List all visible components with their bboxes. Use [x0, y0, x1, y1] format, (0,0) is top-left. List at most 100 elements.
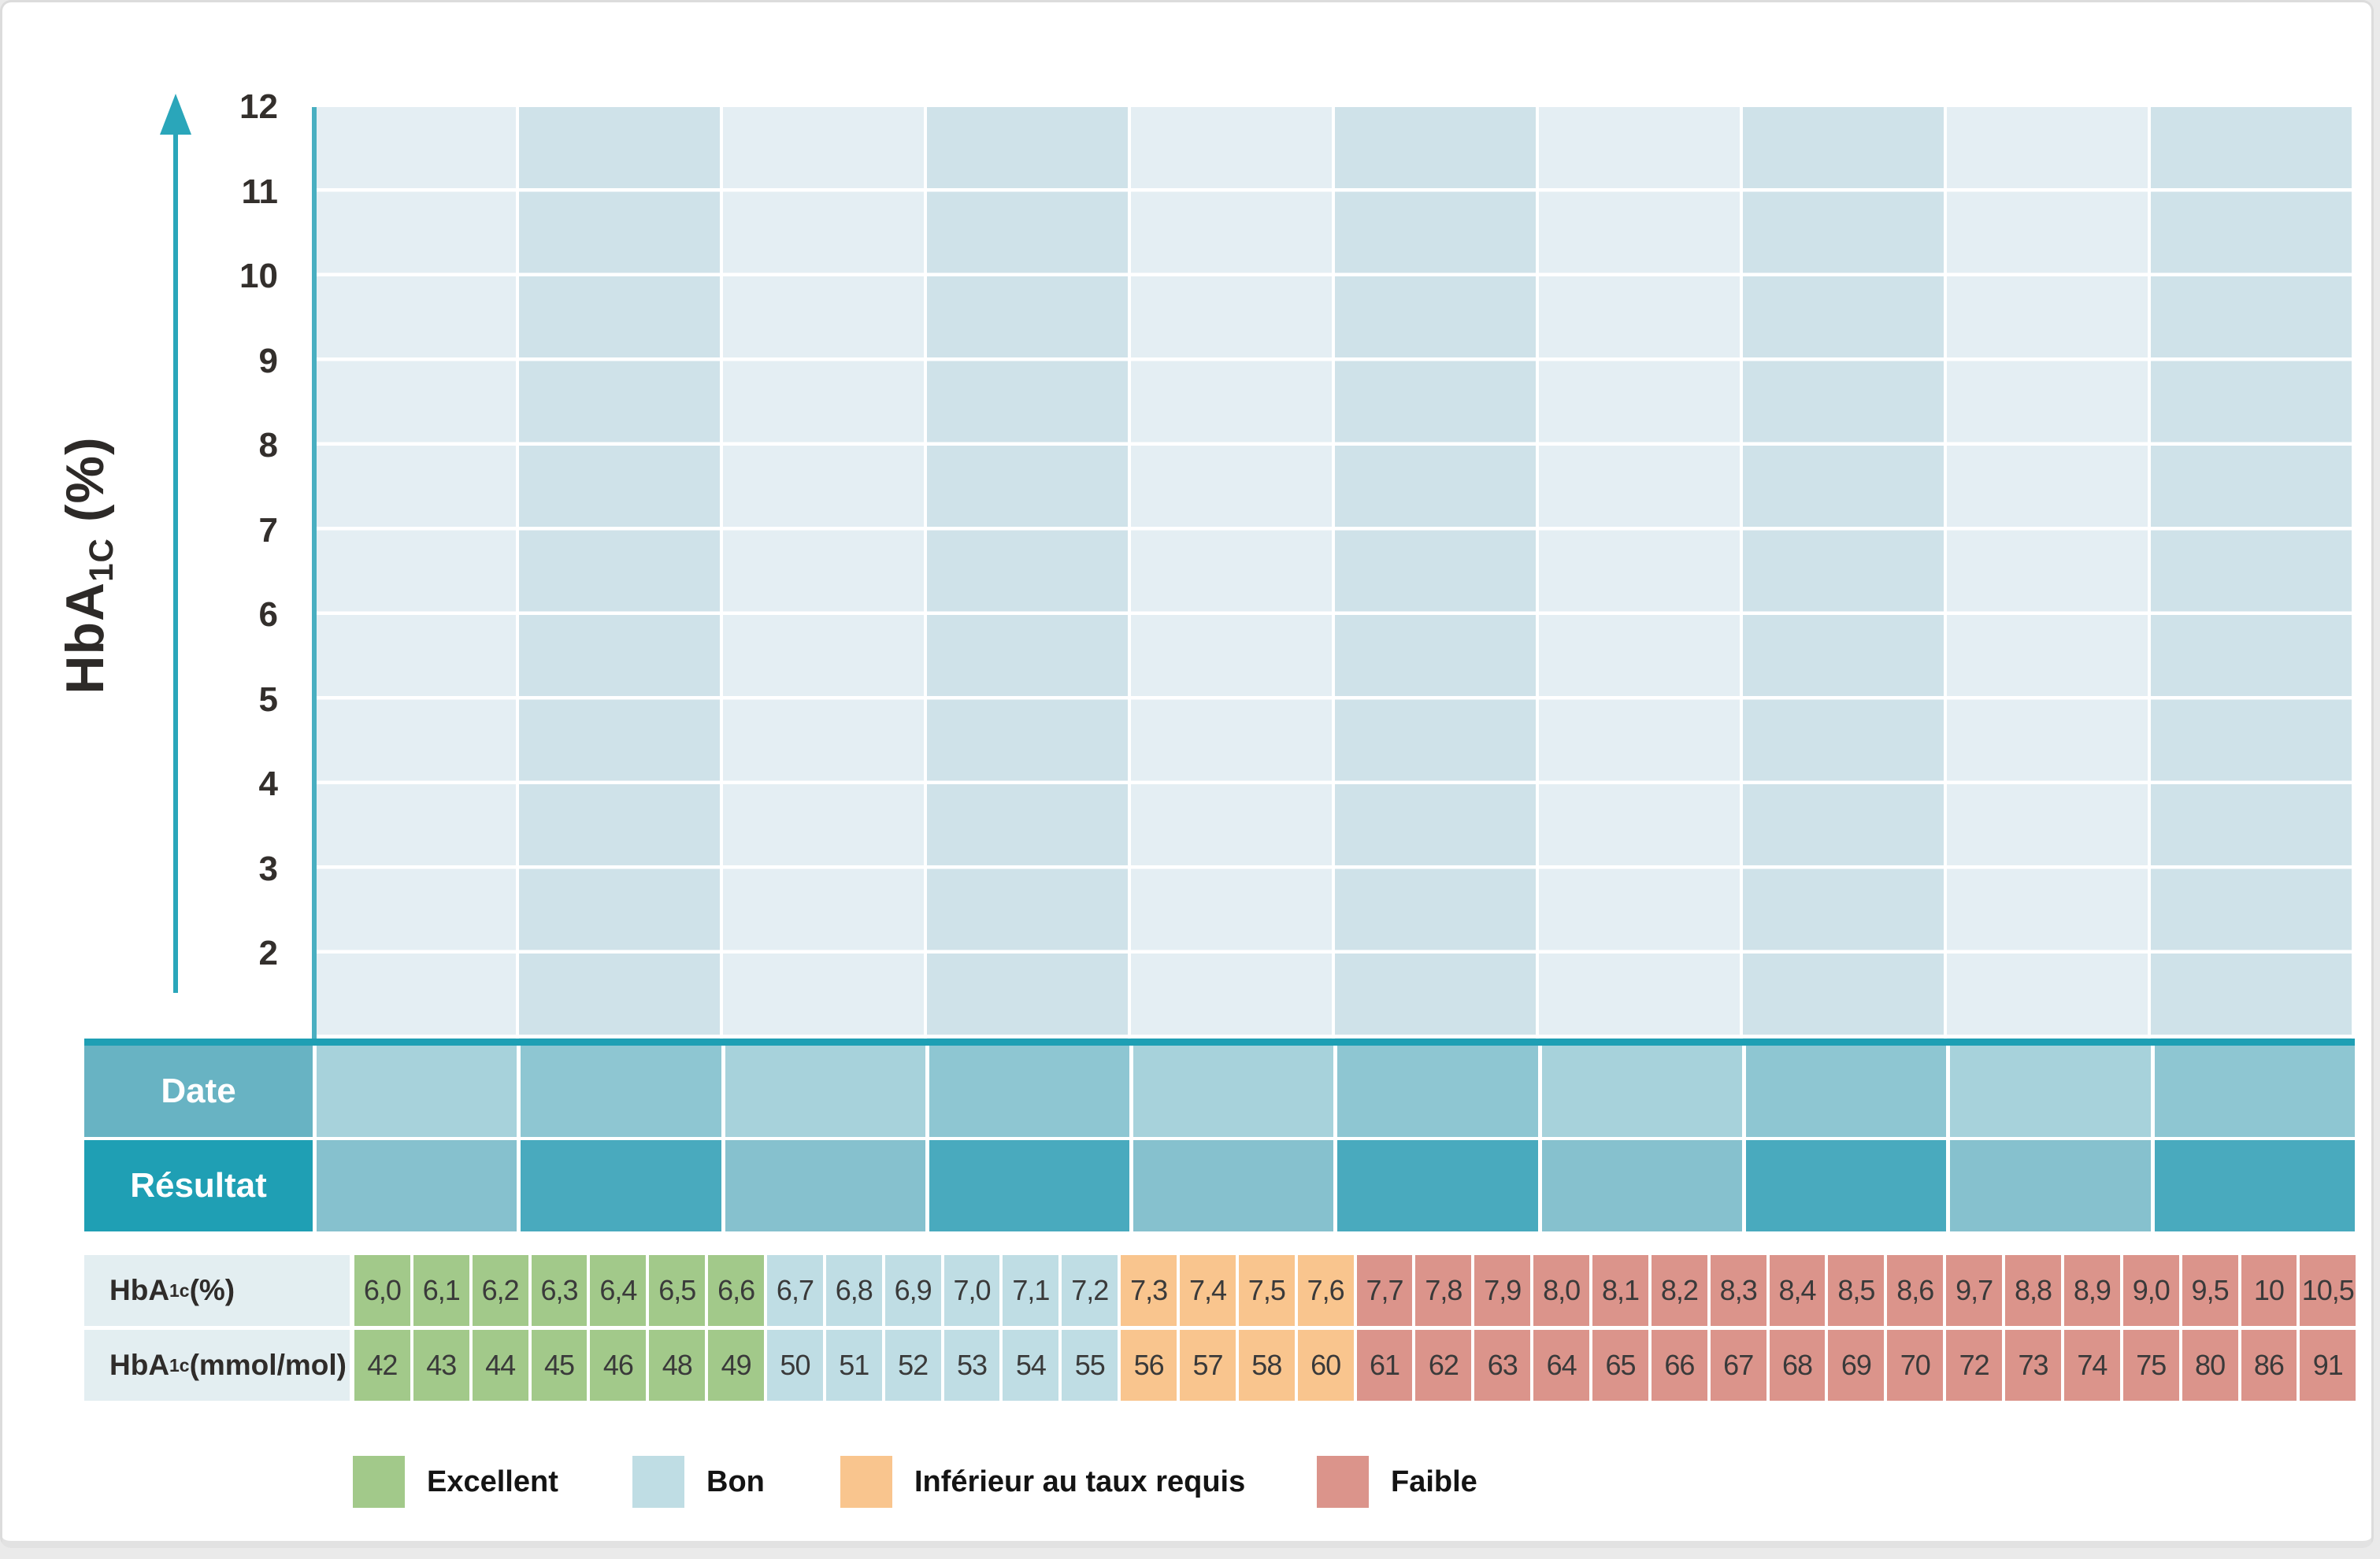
result-entry-cell[interactable]	[521, 1140, 721, 1231]
hba1c-percent-value-cell: 8,6	[1887, 1255, 1944, 1326]
resultat-row: Résultat	[84, 1140, 313, 1231]
date-entry-cell[interactable]	[317, 1046, 517, 1137]
hba1c-mmol-value-cell: 53	[943, 1330, 1000, 1401]
hba1c-mmol-value-cell: 62	[1415, 1330, 1472, 1401]
hba1c-mmol-label-unit: (mmol/mol)	[189, 1349, 347, 1381]
hba1c-percent-value-cell: 8,8	[2005, 1255, 2061, 1326]
date-row-header: Date	[84, 1046, 313, 1137]
date-entry-cell[interactable]	[725, 1046, 925, 1137]
hba1c-mmol-value-cell: 49	[708, 1330, 765, 1401]
legend-item-faible: Faible	[1317, 1456, 1477, 1508]
hba1c-percent-row: HbA 1c (%) 6,0 6,1 6,2 6,3 6,4 6,5 6,6 6,7 6,8 6,9…	[2, 1255, 2380, 1326]
hba1c-mmol-label-main: HbA	[109, 1349, 170, 1381]
hba1c-percent-value-cell: 8,4	[1769, 1255, 1826, 1326]
y-tick-label: 3	[258, 849, 278, 888]
date-entry-cell[interactable]	[1337, 1046, 1538, 1137]
plot-left-border	[312, 107, 317, 1039]
date-entry-cell[interactable]	[1133, 1046, 1334, 1137]
hba1c-mmol-cells: 42 43 44 45 46 48 49 50 51 52 53 54 55 56 57 58 60 61 62 63…	[354, 1330, 2356, 1401]
y-axis-title: HbA1C (%)	[54, 436, 120, 694]
hba1c-mmol-value-cell: 46	[590, 1330, 647, 1401]
y-tick-label: 7	[258, 510, 278, 550]
date-entry-cell[interactable]	[1746, 1046, 1947, 1137]
result-entry-cell[interactable]	[929, 1140, 1130, 1231]
result-entry-cell[interactable]	[1541, 1140, 1743, 1231]
hba1c-mmol-value-cell: 58	[1238, 1330, 1295, 1401]
result-entry-cell[interactable]	[725, 1140, 925, 1231]
legend-swatch-inferieur	[840, 1456, 892, 1508]
plot-area[interactable]	[315, 107, 2355, 1039]
result-entry-cell[interactable]	[1337, 1140, 1538, 1231]
hba1c-mmol-value-cell: 57	[1180, 1330, 1236, 1401]
date-entry-cell[interactable]	[929, 1046, 1130, 1137]
hba1c-percent-value-cell: 6,4	[590, 1255, 647, 1326]
date-entry-cell[interactable]	[521, 1046, 721, 1137]
hba1c-mmol-value-cell: 65	[1592, 1330, 1648, 1401]
hba1c-percent-value-cell: 6,6	[708, 1255, 765, 1326]
hba1c-mmol-value-cell: 68	[1769, 1330, 1826, 1401]
result-entry-cell[interactable]	[1950, 1140, 2151, 1231]
hba1c-mmol-value-cell: 54	[1003, 1330, 1059, 1401]
hba1c-mmol-value-cell: 63	[1474, 1330, 1531, 1401]
legend-label: Bon	[706, 1465, 765, 1498]
hba1c-mmol-value-cell: 43	[413, 1330, 469, 1401]
x-axis-line	[84, 1039, 2355, 1046]
hba1c-mmol-value-cell: 86	[2241, 1330, 2297, 1401]
hba1c-mmol-value-cell: 48	[649, 1330, 706, 1401]
hba1c-percent-value-cell: 8,2	[1651, 1255, 1707, 1326]
hba1c-mmol-row-label: HbA 1c (mmol/mol)	[84, 1330, 350, 1401]
hba1c-percent-value-cell: 9,0	[2122, 1255, 2179, 1326]
y-tick-label: 9	[258, 341, 278, 380]
hba1c-mmol-value-cell: 42	[354, 1330, 410, 1401]
hba1c-percent-value-cell: 7,6	[1297, 1255, 1354, 1326]
hba1c-percent-value-cell: 6,1	[413, 1255, 469, 1326]
hba1c-mmol-value-cell: 51	[825, 1330, 882, 1401]
hba1c-percent-value-cell: 10,5	[2300, 1255, 2356, 1326]
hba1c-mmol-value-cell: 80	[2182, 1330, 2238, 1401]
hba1c-percent-value-cell: 7,4	[1180, 1255, 1236, 1326]
hba1c-percent-value-cell: 8,5	[1828, 1255, 1885, 1326]
hba1c-mmol-value-cell: 50	[767, 1330, 823, 1401]
y-tick-label: 10	[239, 257, 278, 295]
hba1c-percent-value-cell: 7,3	[1121, 1255, 1177, 1326]
hba1c-mmol-value-cell: 70	[1887, 1330, 1944, 1401]
date-row: Date	[84, 1046, 313, 1137]
hba1c-mmol-value-cell: 45	[531, 1330, 588, 1401]
y-axis-arrow-line	[173, 128, 178, 993]
hba1c-mmol-value-cell: 67	[1710, 1330, 1766, 1401]
hba1c-percent-value-cell: 9,5	[2182, 1255, 2238, 1326]
legend-item-excellent: Excellent	[353, 1456, 558, 1508]
y-tick-label: 2	[258, 934, 278, 972]
hba1c-mmol-value-cell: 91	[2300, 1330, 2356, 1401]
hba1c-mmol-value-cell: 52	[884, 1330, 941, 1401]
y-tick-label: 8	[258, 426, 278, 465]
result-entry-cell[interactable]	[1746, 1140, 1947, 1231]
resultat-cells	[317, 1140, 2355, 1231]
date-label: Date	[161, 1072, 236, 1110]
legend-label: Faible	[1391, 1465, 1477, 1498]
resultat-label: Résultat	[130, 1166, 267, 1205]
hba1c-label-sub: 1c	[169, 1279, 190, 1301]
y-axis-arrow-head-icon	[160, 94, 191, 135]
date-entry-cell[interactable]	[2154, 1046, 2355, 1137]
hba1c-percent-value-cell: 7,2	[1062, 1255, 1118, 1326]
date-entry-cell[interactable]	[1541, 1046, 1743, 1137]
hba1c-mmol-value-cell: 74	[2063, 1330, 2120, 1401]
hba1c-percent-cells: 6,0 6,1 6,2 6,3 6,4 6,5 6,6 6,7 6,8 6,9 7,0 7,1 7,2 7…	[354, 1255, 2356, 1326]
hba1c-percent-value-cell: 7,9	[1474, 1255, 1531, 1326]
legend-item-bon: Bon	[632, 1456, 765, 1508]
hba1c-mmol-value-cell: 72	[1946, 1330, 2003, 1401]
result-entry-cell[interactable]	[1133, 1140, 1334, 1231]
hba1c-mmol-value-cell: 61	[1356, 1330, 1413, 1401]
y-tick-label: 4	[258, 765, 278, 803]
hba1c-percent-value-cell: 10	[2241, 1255, 2297, 1326]
hba1c-mmol-value-cell: 75	[2122, 1330, 2179, 1401]
legend-swatch-faible	[1317, 1456, 1369, 1508]
y-tick-label: 5	[258, 680, 278, 719]
date-entry-cell[interactable]	[1950, 1046, 2151, 1137]
hba1c-percent-value-cell: 6,3	[531, 1255, 588, 1326]
hba1c-mmol-value-cell: 66	[1651, 1330, 1707, 1401]
result-entry-cell[interactable]	[2154, 1140, 2355, 1231]
result-entry-cell[interactable]	[317, 1140, 517, 1231]
